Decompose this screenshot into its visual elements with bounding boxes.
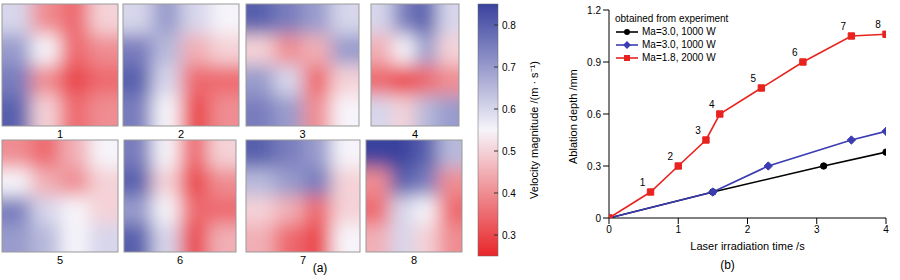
svg-text:3: 3 xyxy=(814,224,820,235)
svg-text:0.9: 0.9 xyxy=(587,57,601,68)
html-text:Ma=3.0, 1000 W: Ma=3.0, 1000 W xyxy=(642,39,716,50)
svg-text:0.3: 0.3 xyxy=(502,230,516,241)
svg-text:3: 3 xyxy=(299,128,305,140)
svg-text:0.4: 0.4 xyxy=(502,188,516,199)
svg-text:7: 7 xyxy=(841,21,847,32)
html-text:Ma=1.8, 2000 W: Ma=1.8, 2000 W xyxy=(642,52,716,63)
svg-text:Ablation depth /mm: Ablation depth /mm xyxy=(567,69,579,164)
html-text:(b): (b) xyxy=(720,258,735,272)
svg-text:(a): (a) xyxy=(313,261,328,275)
svg-text:2: 2 xyxy=(667,151,673,162)
svg-text:1: 1 xyxy=(57,128,63,140)
svg-text:8: 8 xyxy=(875,19,881,30)
svg-text:1.2: 1.2 xyxy=(587,5,601,16)
svg-text:6: 6 xyxy=(177,254,183,266)
svg-text:0: 0 xyxy=(595,213,601,224)
svg-text:3: 3 xyxy=(695,125,701,136)
svg-text:1: 1 xyxy=(640,177,646,188)
svg-text:0: 0 xyxy=(606,224,612,235)
svg-text:6: 6 xyxy=(792,47,798,58)
svg-text:7: 7 xyxy=(300,254,306,266)
svg-text:1: 1 xyxy=(675,224,681,235)
svg-text:0.6: 0.6 xyxy=(587,109,601,120)
svg-text:8: 8 xyxy=(411,254,417,266)
svg-text:2: 2 xyxy=(178,128,184,140)
svg-text:5: 5 xyxy=(57,254,63,266)
svg-text:Velocity magnitude /(m · s⁻¹): Velocity magnitude /(m · s⁻¹) xyxy=(528,61,540,199)
svg-text:5: 5 xyxy=(751,73,757,84)
svg-text:4: 4 xyxy=(709,99,715,110)
svg-text:0.6: 0.6 xyxy=(502,104,516,115)
svg-text:0.5: 0.5 xyxy=(502,146,516,157)
svg-text:4: 4 xyxy=(883,224,889,235)
svg-text:0.3: 0.3 xyxy=(587,161,601,172)
svg-text:Laser irradiation time /s: Laser irradiation time /s xyxy=(690,240,805,252)
svg-text:0.7: 0.7 xyxy=(502,62,516,73)
html-text:Ma=3.0, 1000 W: Ma=3.0, 1000 W xyxy=(642,26,716,37)
svg-text:2: 2 xyxy=(745,224,751,235)
html-text:obtained from experiment: obtained from experiment xyxy=(615,13,729,24)
svg-text:0.8: 0.8 xyxy=(502,20,516,31)
svg-text:4: 4 xyxy=(412,128,418,140)
